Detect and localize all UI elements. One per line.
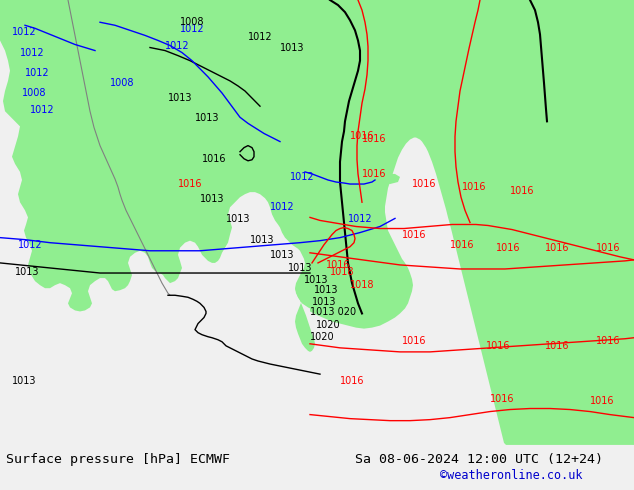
Text: 1013: 1013 bbox=[312, 297, 337, 307]
Text: Surface pressure [hPa] ECMWF: Surface pressure [hPa] ECMWF bbox=[6, 453, 230, 466]
Text: 1016: 1016 bbox=[590, 396, 614, 407]
Polygon shape bbox=[351, 184, 359, 192]
Text: 1012: 1012 bbox=[180, 24, 205, 34]
Text: 1016: 1016 bbox=[402, 336, 427, 346]
Polygon shape bbox=[346, 180, 354, 188]
Text: 1013: 1013 bbox=[304, 275, 328, 285]
Text: ©weatheronline.co.uk: ©weatheronline.co.uk bbox=[440, 469, 583, 482]
Text: 1013: 1013 bbox=[280, 43, 304, 52]
Text: 1013: 1013 bbox=[226, 215, 250, 224]
Polygon shape bbox=[336, 168, 348, 180]
Text: 1016: 1016 bbox=[362, 169, 387, 179]
Text: 1012: 1012 bbox=[290, 172, 314, 182]
Text: 1008: 1008 bbox=[22, 88, 46, 98]
Text: 1016: 1016 bbox=[496, 243, 521, 253]
Polygon shape bbox=[110, 108, 120, 131]
Polygon shape bbox=[352, 149, 382, 170]
Text: 1013: 1013 bbox=[12, 376, 37, 386]
Text: 1016: 1016 bbox=[350, 130, 375, 141]
Text: 1012: 1012 bbox=[18, 240, 42, 250]
Text: 1008: 1008 bbox=[180, 17, 205, 27]
Text: Sa 08-06-2024 12:00 UTC (12+24): Sa 08-06-2024 12:00 UTC (12+24) bbox=[355, 453, 603, 466]
Polygon shape bbox=[340, 177, 350, 187]
Text: 1020: 1020 bbox=[310, 332, 335, 342]
Text: 1012: 1012 bbox=[12, 27, 37, 37]
Polygon shape bbox=[382, 174, 400, 184]
Text: 1018: 1018 bbox=[350, 280, 375, 290]
Text: 1016: 1016 bbox=[178, 179, 202, 189]
Text: 1016: 1016 bbox=[340, 376, 365, 386]
Text: 1016: 1016 bbox=[202, 154, 226, 164]
Text: 1008: 1008 bbox=[110, 78, 134, 88]
Text: 1016: 1016 bbox=[462, 182, 486, 192]
Text: 1016: 1016 bbox=[402, 230, 427, 240]
Polygon shape bbox=[295, 288, 315, 352]
Text: 1012: 1012 bbox=[270, 202, 295, 212]
Text: 1016: 1016 bbox=[596, 243, 621, 253]
Text: 1016: 1016 bbox=[412, 179, 436, 189]
Text: 1016: 1016 bbox=[486, 341, 510, 351]
Text: 1016: 1016 bbox=[490, 394, 515, 404]
Text: 1012: 1012 bbox=[20, 48, 44, 58]
Text: 1012: 1012 bbox=[25, 68, 49, 78]
Text: 1012: 1012 bbox=[30, 105, 55, 115]
Text: 1016: 1016 bbox=[545, 341, 569, 351]
Text: 1012: 1012 bbox=[348, 215, 373, 224]
Polygon shape bbox=[310, 0, 634, 445]
Text: 1016: 1016 bbox=[362, 134, 387, 144]
Text: 1013: 1013 bbox=[168, 93, 193, 103]
Text: 1016: 1016 bbox=[326, 260, 351, 270]
Text: 1016: 1016 bbox=[510, 186, 534, 196]
Text: 1013: 1013 bbox=[314, 285, 339, 295]
Text: 1013 020: 1013 020 bbox=[310, 308, 356, 318]
Text: 1016: 1016 bbox=[450, 240, 474, 250]
Text: 1012: 1012 bbox=[165, 41, 190, 50]
Text: 1013: 1013 bbox=[250, 235, 275, 245]
Text: 1016: 1016 bbox=[545, 243, 569, 253]
Text: 1020: 1020 bbox=[316, 319, 340, 330]
Text: 1013: 1013 bbox=[15, 267, 39, 277]
Text: 1016: 1016 bbox=[596, 336, 621, 346]
Text: 1013: 1013 bbox=[195, 113, 219, 123]
Text: 1013: 1013 bbox=[288, 263, 313, 273]
Text: 1012: 1012 bbox=[248, 32, 273, 43]
Text: 1013: 1013 bbox=[270, 250, 295, 260]
Text: 1018: 1018 bbox=[330, 267, 354, 277]
Text: 1013: 1013 bbox=[200, 194, 224, 204]
Polygon shape bbox=[0, 0, 330, 312]
